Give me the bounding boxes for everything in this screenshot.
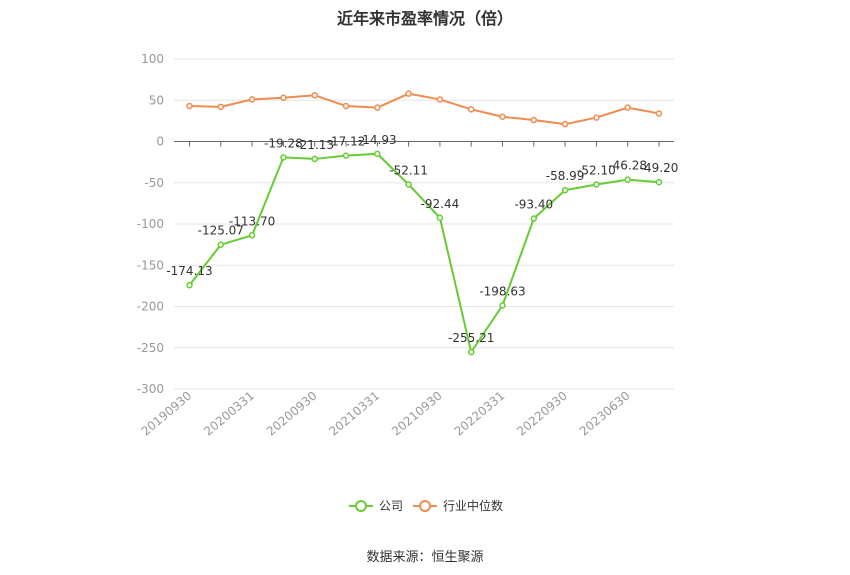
company-point xyxy=(248,232,256,239)
company-point xyxy=(593,181,600,188)
data-label: -19.28 xyxy=(264,136,303,150)
company-point xyxy=(374,150,381,158)
company-point xyxy=(186,281,193,289)
industry-point xyxy=(186,102,193,110)
company-point xyxy=(405,181,412,188)
data-label: -92.44 xyxy=(421,197,460,211)
data-label: -49.20 xyxy=(640,161,679,175)
y-tick-label: -200 xyxy=(137,300,164,314)
legend-marker xyxy=(419,500,431,512)
industry-point xyxy=(436,96,444,103)
industry-point xyxy=(248,96,256,103)
industry-point xyxy=(374,104,381,111)
x-tick-label: 20190930 xyxy=(139,389,195,439)
data-label: -93.40 xyxy=(514,198,553,212)
data-label: -125.07 xyxy=(198,224,244,238)
data-label: -174.13 xyxy=(166,264,212,278)
legend-marker xyxy=(355,500,367,512)
data-label: -255.21 xyxy=(448,331,494,345)
industry-point xyxy=(311,92,318,99)
y-tick-label: -100 xyxy=(137,217,164,231)
x-tick-label: 20230630 xyxy=(577,389,633,439)
series-layer xyxy=(186,90,663,356)
company-point xyxy=(342,152,350,159)
industry-point xyxy=(499,113,506,120)
y-tick-label: -250 xyxy=(137,341,164,355)
x-tick-label: 20210930 xyxy=(389,389,445,439)
data-label: -198.63 xyxy=(479,284,525,298)
company-point xyxy=(530,215,538,222)
chart-title: 近年来市盈率情况（倍） xyxy=(336,9,513,28)
data-label: -21.13 xyxy=(295,138,334,152)
company-point xyxy=(561,186,569,194)
industry-point xyxy=(280,94,287,102)
x-tick-label: 20210331 xyxy=(326,389,382,439)
company-point xyxy=(499,302,506,309)
company-point xyxy=(311,155,318,163)
x-tick-label: 20220930 xyxy=(514,389,570,439)
industry-point xyxy=(624,104,631,111)
company-pe-line xyxy=(188,152,660,355)
x-tick-label: 20220331 xyxy=(452,389,508,439)
data-label: -113.70 xyxy=(229,214,275,228)
industry-point xyxy=(467,106,475,113)
x-tick-label: 20200331 xyxy=(201,389,257,439)
industry-point xyxy=(593,114,600,121)
grid-layer xyxy=(174,58,674,390)
data-label-layer: -174.13-125.07-113.70-19.28-21.13-17.12-… xyxy=(166,133,678,345)
data-label: -52.10 xyxy=(577,163,616,177)
y-tick-label: 0 xyxy=(156,135,164,149)
y-tick-label: -300 xyxy=(137,382,164,396)
industry-point xyxy=(342,102,350,110)
industry-point xyxy=(405,90,412,97)
industry-point xyxy=(655,110,663,117)
legend-label: 公司 xyxy=(379,499,403,513)
company-point xyxy=(280,154,287,161)
company-point xyxy=(655,178,663,186)
y-tick-label: -50 xyxy=(144,176,164,190)
legend-item-company[interactable]: 公司 xyxy=(349,499,403,513)
x-tick-label: 20200930 xyxy=(264,389,320,439)
industry-point xyxy=(530,116,538,124)
company-point xyxy=(467,348,475,356)
data-label: -17.12 xyxy=(327,135,366,149)
data-label: -58.99 xyxy=(546,169,585,183)
industry-point xyxy=(217,103,225,111)
company-point xyxy=(217,241,225,248)
y-tick-label: 100 xyxy=(141,52,164,66)
company-point xyxy=(436,214,444,222)
y-tick-label: 50 xyxy=(149,93,164,107)
y-tick-label: -150 xyxy=(137,258,164,272)
data-label: -14.93 xyxy=(358,133,397,147)
legend-item-industry[interactable]: 行业中位数 xyxy=(413,498,503,513)
legend[interactable]: 公司 行业中位数 xyxy=(349,498,503,513)
legend-label: 行业中位数 xyxy=(443,498,503,513)
industry-point xyxy=(561,120,569,128)
industry-median-line xyxy=(189,92,660,126)
data-label: -46.28 xyxy=(608,159,647,173)
company-point xyxy=(624,176,631,183)
data-label: -52.11 xyxy=(389,163,428,177)
data-source-note: 数据来源：恒生聚源 xyxy=(366,550,484,565)
